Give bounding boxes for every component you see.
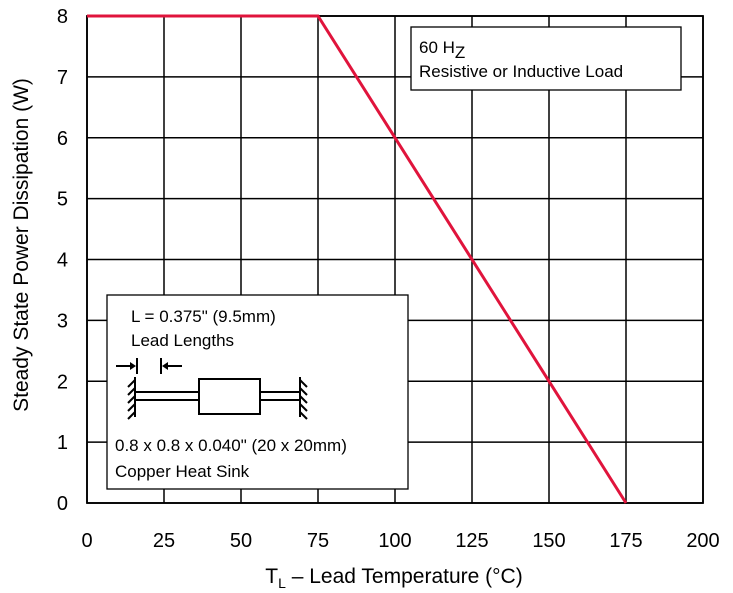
y-tick-label: 6	[57, 128, 68, 150]
x-tick-label: 100	[378, 530, 411, 552]
frequency-unit-subscript: Z	[455, 43, 465, 62]
left-hatch	[127, 395, 136, 404]
heat-sink-dimensions-label: 0.8 x 0.8 x 0.040" (20 x 20mm)	[115, 436, 347, 455]
lead-lengths-label: Lead Lengths	[131, 331, 234, 350]
x-tick-label: 175	[609, 530, 642, 552]
plot-frame	[86, 15, 704, 504]
load-note-box	[410, 26, 682, 91]
x-tick-label: 125	[455, 530, 488, 552]
left-hatch	[127, 379, 136, 388]
x-axis-title-rest: – Lead Temperature (°C)	[286, 565, 523, 588]
right-hatch	[299, 387, 308, 396]
x-tick-label: 75	[307, 530, 329, 552]
y-tick-labels: 0 1 2 3 4 5 6 7 8	[57, 6, 68, 515]
x-tick-label: 50	[230, 530, 252, 552]
y-tick-label: 4	[57, 250, 68, 272]
y-tick-label: 0	[57, 493, 68, 515]
load-note-frequency: 60 HZ	[419, 38, 465, 62]
device-body	[198, 378, 261, 415]
frequency-value: 60 H	[419, 38, 455, 57]
left-arrow-head	[130, 362, 136, 370]
y-tick-label: 8	[57, 6, 68, 28]
left-hatch	[127, 387, 136, 396]
right-hatch	[299, 403, 308, 412]
right-hatch	[299, 395, 308, 404]
series-layer	[86, 14, 628, 504]
load-note: 60 HZ Resistive or Inductive Load	[410, 26, 682, 91]
right-arrow-head	[162, 362, 168, 370]
x-axis-title: TL – Lead Temperature (°C)	[265, 565, 522, 591]
heat-sink-label: Copper Heat Sink	[115, 462, 250, 481]
y-tick-label: 7	[57, 67, 68, 89]
x-tick-label: 25	[153, 530, 175, 552]
x-tick-labels: 0 25 50 75 100 125 150 175 200	[81, 530, 719, 552]
y-tick-label: 1	[57, 432, 68, 454]
x-axis-title-main: T	[265, 565, 278, 588]
y-axis-title: Steady State Power Dissipation (W)	[10, 78, 33, 412]
x-tick-label: 0	[81, 530, 92, 552]
x-tick-label: 200	[686, 530, 719, 552]
right-hatch	[299, 411, 308, 420]
x-axis-title-subscript: L	[278, 575, 286, 591]
load-type-label: Resistive or Inductive Load	[419, 62, 623, 81]
right-hatch	[299, 379, 308, 388]
left-hatch	[127, 411, 136, 420]
left-hatch	[127, 403, 136, 412]
y-tick-label: 2	[57, 371, 68, 393]
y-tick-label: 3	[57, 310, 68, 332]
lead-length-label: L = 0.375" (9.5mm)	[131, 307, 276, 326]
x-tick-label: 150	[532, 530, 565, 552]
mounting-diagram-icon	[116, 358, 308, 420]
y-tick-label: 5	[57, 189, 68, 211]
mounting-note: L = 0.375" (9.5mm) Lead Lengths	[106, 294, 409, 490]
